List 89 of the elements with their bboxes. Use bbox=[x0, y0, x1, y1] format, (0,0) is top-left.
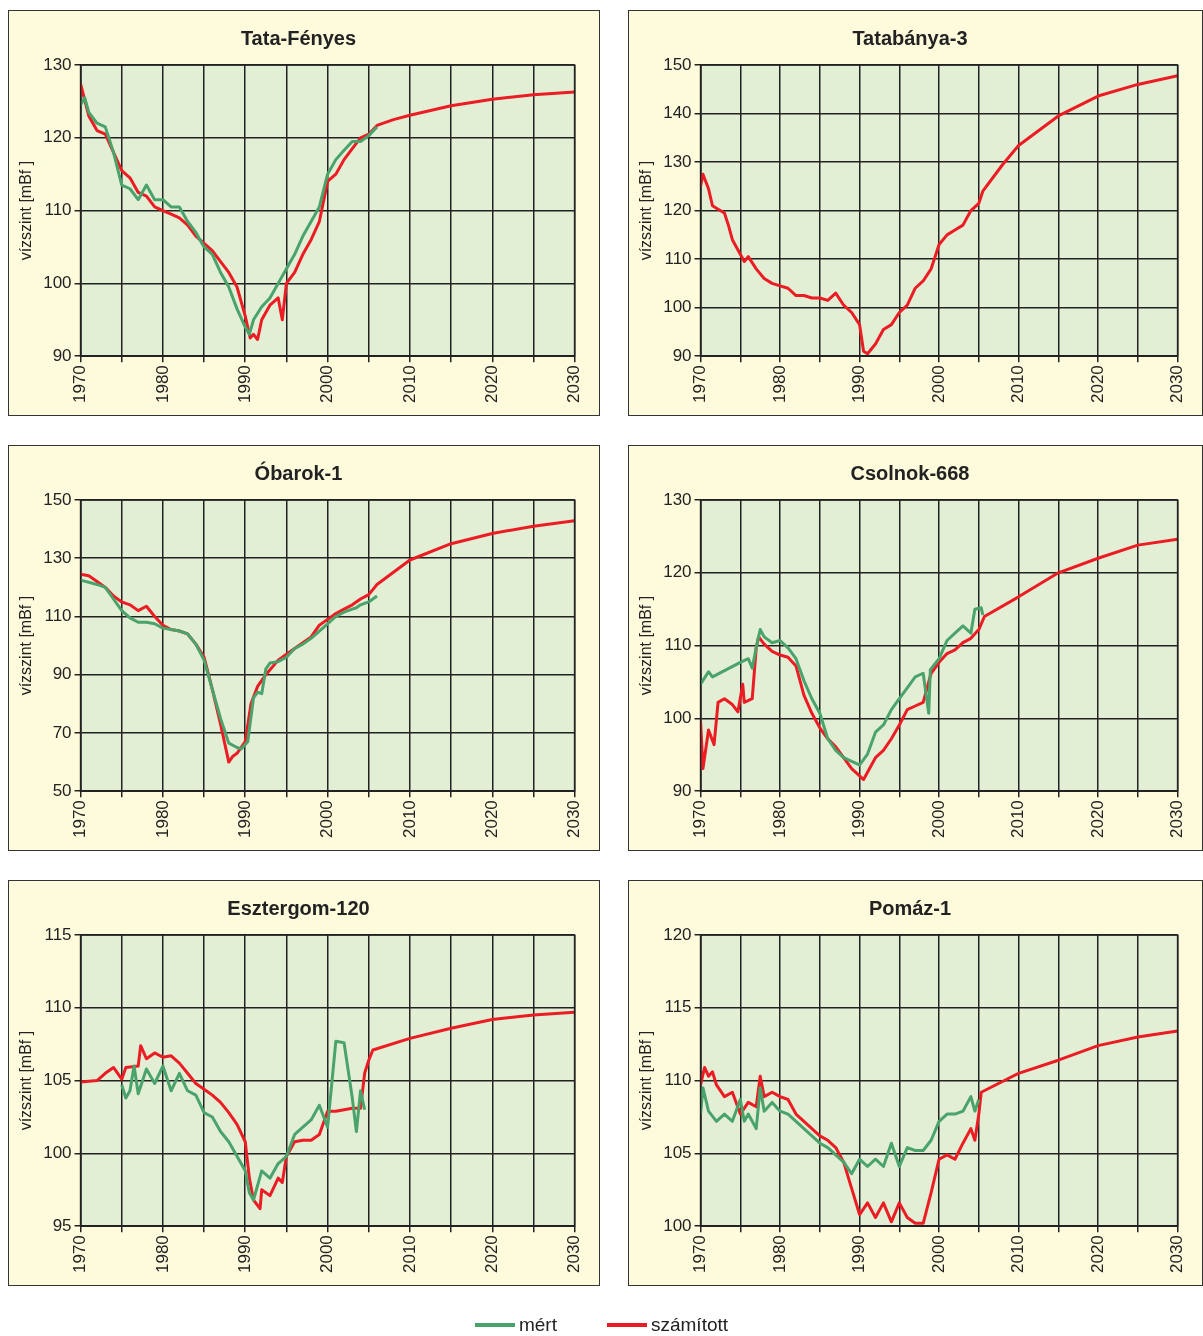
y-tick-label: 90 bbox=[672, 345, 692, 365]
x-tick-label: 2030 bbox=[564, 365, 584, 404]
y-axis-title: vízszint [mBf ] bbox=[637, 595, 655, 696]
x-tick-label: 1980 bbox=[769, 800, 789, 839]
x-tick-label: 1980 bbox=[769, 1235, 789, 1274]
x-tick-label: 1990 bbox=[849, 1235, 869, 1274]
x-tick-label: 2020 bbox=[1087, 800, 1107, 839]
y-tick-label: 150 bbox=[43, 489, 72, 509]
y-axis-title: vízszint [mBf ] bbox=[637, 1030, 655, 1131]
y-tick-label: 120 bbox=[663, 562, 692, 582]
x-tick-label: 2030 bbox=[1167, 365, 1187, 404]
y-tick-label: 110 bbox=[44, 997, 72, 1017]
y-tick-label: 90 bbox=[672, 780, 692, 800]
y-tick-label: 130 bbox=[663, 151, 692, 171]
y-tick-label: 110 bbox=[44, 606, 72, 626]
y-tick-label: 120 bbox=[663, 924, 692, 944]
x-tick-label: 2010 bbox=[399, 800, 419, 839]
x-tick-label: 1980 bbox=[769, 365, 789, 404]
y-tick-label: 50 bbox=[52, 780, 72, 800]
x-tick-label: 2000 bbox=[928, 800, 948, 839]
y-tick-label: 90 bbox=[52, 664, 72, 684]
x-tick-label: 2000 bbox=[317, 365, 337, 404]
x-tick-label: 1970 bbox=[70, 1235, 90, 1274]
x-tick-label: 1990 bbox=[234, 800, 254, 839]
y-tick-label: 110 bbox=[664, 1070, 692, 1090]
y-tick-label: 130 bbox=[43, 547, 72, 567]
chart-title: Esztergom-120 bbox=[227, 896, 370, 919]
y-tick-label: 100 bbox=[663, 708, 692, 728]
chart-title: Óbarok-1 bbox=[254, 460, 343, 484]
x-tick-label: 2000 bbox=[317, 1235, 337, 1274]
y-axis-title: vízszint [mBf ] bbox=[17, 160, 35, 261]
y-tick-label: 110 bbox=[44, 200, 72, 220]
x-tick-label: 2030 bbox=[564, 1235, 584, 1274]
x-tick-label: 2000 bbox=[928, 365, 948, 404]
x-tick-label: 2010 bbox=[1008, 1235, 1028, 1274]
x-tick-label: 2020 bbox=[1087, 1235, 1107, 1274]
legend-label: mért bbox=[518, 1314, 557, 1336]
x-tick-label: 1970 bbox=[690, 1235, 710, 1274]
y-tick-label: 90 bbox=[52, 345, 72, 365]
y-tick-label: 115 bbox=[44, 924, 72, 944]
y-tick-label: 70 bbox=[52, 722, 72, 742]
x-tick-label: 1980 bbox=[152, 365, 172, 404]
y-tick-label: 130 bbox=[663, 489, 692, 509]
x-tick-label: 1970 bbox=[690, 365, 710, 404]
y-tick-label: 100 bbox=[43, 1143, 72, 1163]
x-tick-label: 1970 bbox=[70, 800, 90, 839]
y-tick-label: 100 bbox=[663, 1215, 692, 1235]
x-tick-label: 1970 bbox=[70, 365, 90, 404]
x-tick-label: 2020 bbox=[481, 365, 501, 404]
x-tick-label: 2010 bbox=[399, 365, 419, 404]
x-tick-label: 1990 bbox=[234, 365, 254, 404]
y-tick-label: 150 bbox=[663, 54, 692, 74]
y-tick-label: 120 bbox=[43, 127, 72, 147]
y-axis-title: vízszint [mBf ] bbox=[17, 595, 35, 696]
y-tick-label: 95 bbox=[52, 1215, 72, 1235]
y-tick-label: 110 bbox=[664, 248, 692, 268]
y-tick-label: 105 bbox=[663, 1143, 692, 1163]
y-axis-title: vízszint [mBf ] bbox=[17, 1030, 35, 1131]
x-tick-label: 2030 bbox=[1167, 800, 1187, 839]
chart-title: Csolnok-668 bbox=[850, 461, 970, 484]
y-tick-label: 115 bbox=[664, 997, 692, 1017]
x-tick-label: 1980 bbox=[152, 800, 172, 839]
x-tick-label: 1990 bbox=[849, 365, 869, 404]
x-tick-label: 2010 bbox=[1008, 365, 1028, 404]
y-tick-label: 100 bbox=[43, 273, 72, 293]
y-tick-label: 130 bbox=[43, 54, 72, 74]
x-tick-label: 1990 bbox=[849, 800, 869, 839]
chart-title: Tata-Fényes bbox=[240, 26, 357, 49]
x-tick-label: 1980 bbox=[152, 1235, 172, 1274]
y-axis-title: vízszint [mBf ] bbox=[637, 160, 655, 261]
x-tick-label: 2020 bbox=[481, 800, 501, 839]
y-tick-label: 140 bbox=[663, 103, 692, 123]
y-tick-label: 105 bbox=[43, 1070, 72, 1090]
x-tick-label: 1970 bbox=[690, 800, 710, 839]
y-tick-label: 100 bbox=[663, 297, 692, 317]
x-tick-label: 1990 bbox=[234, 1235, 254, 1274]
x-tick-label: 2000 bbox=[317, 800, 337, 839]
x-tick-label: 2010 bbox=[1008, 800, 1028, 839]
x-tick-label: 2030 bbox=[1167, 1235, 1187, 1274]
x-tick-label: 2030 bbox=[564, 800, 584, 839]
x-tick-label: 2000 bbox=[928, 1235, 948, 1274]
chart-title: Pomáz-1 bbox=[868, 896, 952, 919]
x-tick-label: 2020 bbox=[1087, 365, 1107, 404]
x-tick-label: 2010 bbox=[399, 1235, 419, 1274]
y-tick-label: 110 bbox=[664, 635, 692, 655]
y-tick-label: 120 bbox=[663, 200, 692, 220]
chart-title: Tatabánya-3 bbox=[852, 26, 968, 49]
x-tick-label: 2020 bbox=[481, 1235, 501, 1274]
legend-label: számított bbox=[650, 1314, 729, 1336]
